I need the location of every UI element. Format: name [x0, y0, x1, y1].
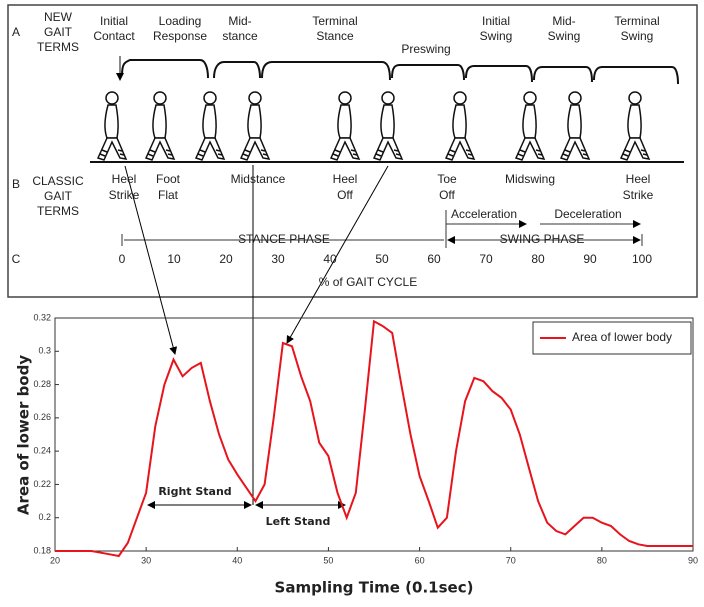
classic-term: Midswing: [505, 172, 555, 186]
new-term: Preswing: [401, 42, 450, 56]
heading: NEW: [44, 10, 73, 24]
x-tick-label: 20: [50, 555, 60, 565]
x-tick-label: 50: [323, 555, 333, 565]
new-term: Terminal: [614, 14, 659, 28]
row-label: C: [12, 252, 21, 266]
annotation: Right Stand: [158, 485, 231, 498]
gait-tick: 30: [271, 252, 285, 266]
new-term: Stance: [316, 29, 354, 43]
plot-frame: [54, 317, 694, 552]
y-axis-label: Area of lower body: [15, 355, 33, 515]
row-label: A: [12, 25, 20, 39]
phase-brackets: [121, 59, 679, 85]
deceleration: Deceleration: [554, 207, 621, 221]
new-term: stance: [222, 29, 258, 43]
x-axis-label: Sampling Time (0.1sec): [275, 579, 474, 597]
x-tick-label: 40: [232, 555, 242, 565]
classic-term: Midstance: [231, 172, 286, 186]
classic-term: Foot: [156, 172, 181, 186]
new-term: Swing: [480, 29, 513, 43]
classic-term: Strike: [109, 188, 140, 202]
classic-term: Flat: [158, 188, 179, 202]
heading: GAIT: [44, 25, 73, 39]
new-term: Contact: [93, 29, 135, 43]
link-arrow: [124, 165, 178, 355]
heading: GAIT: [44, 189, 73, 203]
gait-tick: 40: [323, 252, 337, 266]
classic-term: Heel: [333, 172, 358, 186]
gait-tick: 0: [119, 252, 126, 266]
gait-tick: 60: [427, 252, 441, 266]
new-term: Terminal: [312, 14, 357, 28]
swing-phase: SWING PHASE: [500, 232, 585, 246]
gait-tick: 10: [167, 252, 181, 266]
stance-phase: STANCE PHASE: [238, 232, 330, 246]
new-term: Mid-: [552, 14, 575, 28]
acceleration: Acceleration: [451, 207, 517, 221]
y-tick-label: 0.18: [33, 545, 51, 555]
classic-term: Heel: [112, 172, 137, 186]
classic-term: Off: [439, 188, 455, 202]
annotation: Left Stand: [266, 515, 331, 528]
y-tick-label: 0.26: [33, 412, 51, 422]
y-tick-label: 0.2: [38, 512, 51, 522]
gait-tick: 50: [375, 252, 389, 266]
gait-tick: 90: [583, 252, 597, 266]
x-tick-label: 80: [597, 555, 607, 565]
new-term: Response: [153, 29, 207, 43]
gait-label: % of GAIT CYCLE: [319, 275, 417, 289]
new-term: Swing: [548, 29, 581, 43]
new-term: Mid-: [228, 14, 251, 28]
new-term: Swing: [621, 29, 654, 43]
y-tick-label: 0.28: [33, 379, 51, 389]
classic-term: Heel: [626, 172, 651, 186]
classic-term: Off: [337, 188, 353, 202]
link-arrow: [286, 165, 389, 344]
heading: CLASSIC: [32, 174, 84, 188]
x-tick-label: 70: [506, 555, 516, 565]
y-tick-label: 0.32: [33, 312, 51, 322]
data-line: [55, 319, 693, 558]
gait-tick: 100: [632, 252, 652, 266]
new-term: Initial: [100, 14, 128, 28]
legend-label: Area of lower body: [572, 330, 672, 344]
gait-tick: 20: [219, 252, 233, 266]
new-term: Initial: [482, 14, 510, 28]
row-label: B: [12, 177, 20, 191]
new-term: Loading: [159, 14, 202, 28]
classic-term: Toe: [437, 172, 457, 186]
y-tick-label: 0.3: [38, 346, 51, 356]
y-tick-label: 0.24: [33, 446, 51, 456]
heading: TERMS: [37, 204, 79, 218]
y-tick-label: 0.22: [33, 479, 51, 489]
gait-tick: 70: [479, 252, 493, 266]
x-tick-label: 60: [415, 555, 425, 565]
gait-tick: 80: [531, 252, 545, 266]
heading: TERMS: [37, 40, 79, 54]
x-tick-label: 30: [141, 555, 151, 565]
x-tick-label: 90: [688, 555, 698, 565]
classic-term: Strike: [623, 188, 654, 202]
